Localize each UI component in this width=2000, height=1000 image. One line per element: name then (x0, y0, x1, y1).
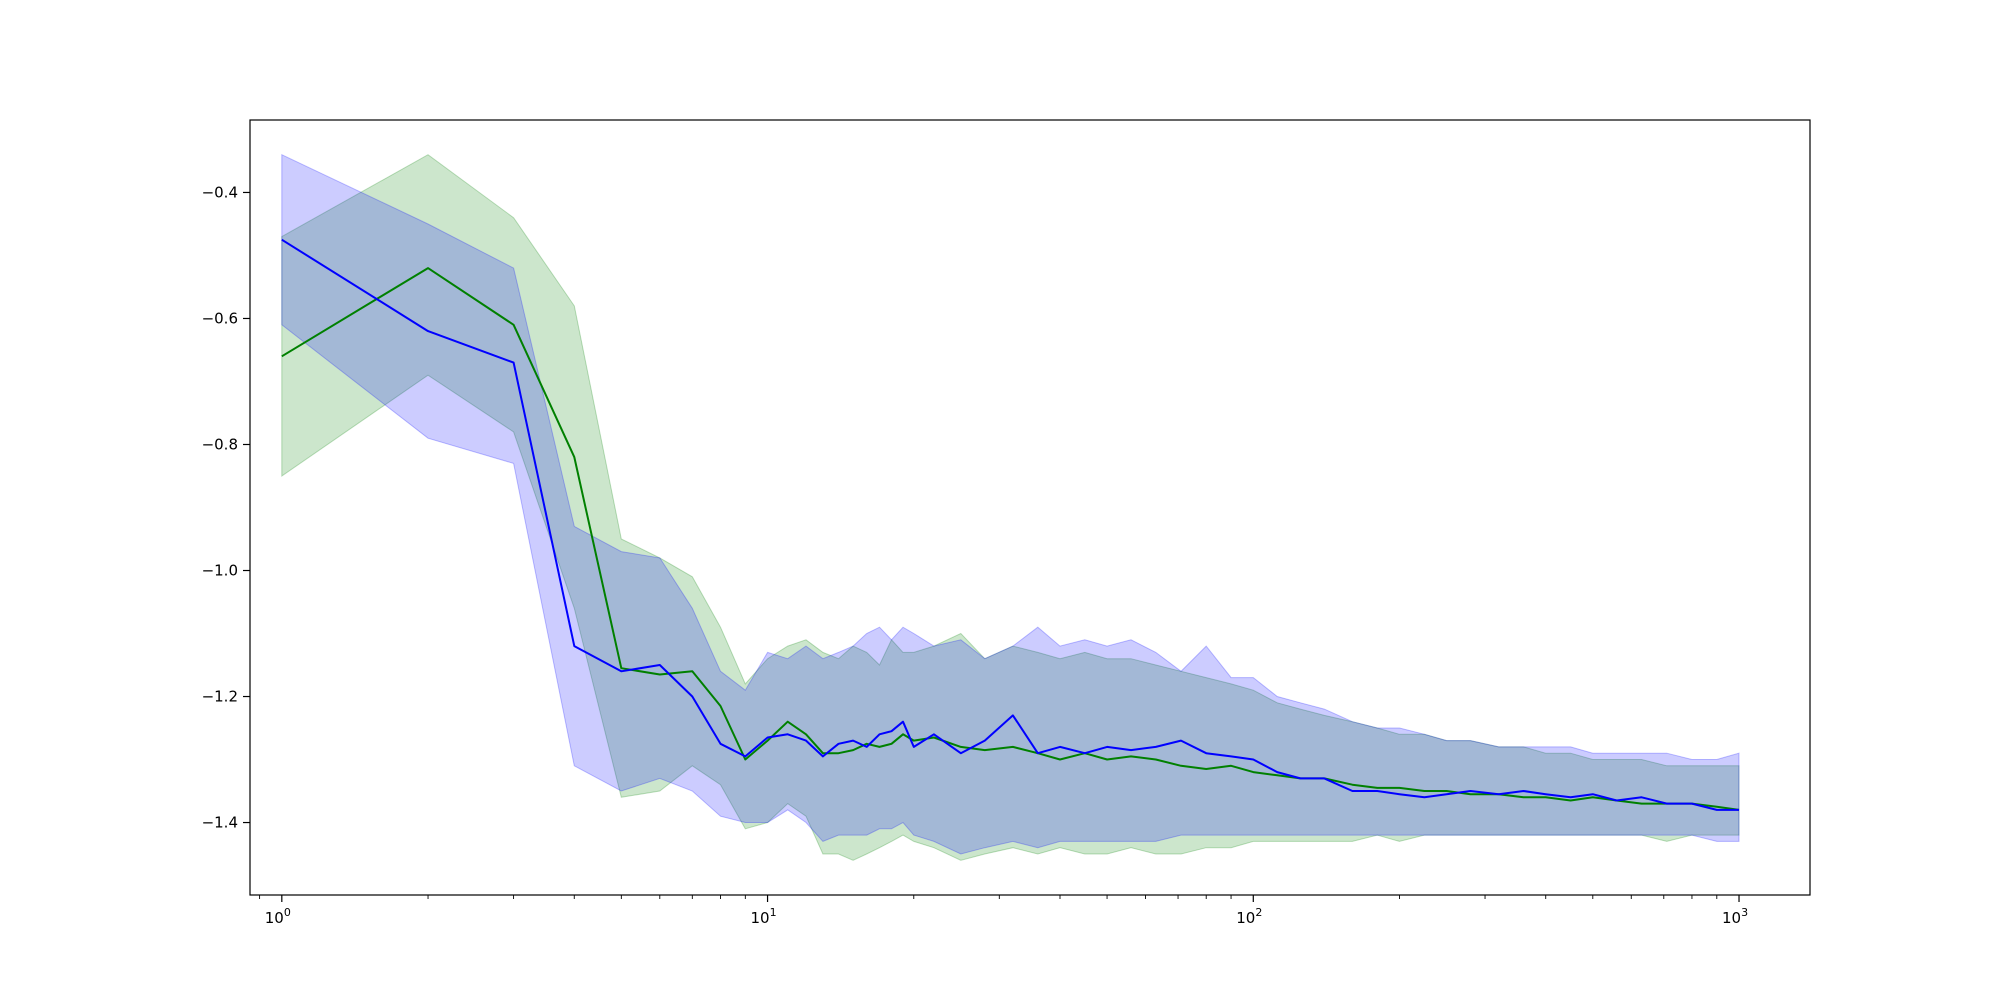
series-1-line (281, 267, 1740, 811)
series-lines (281, 238, 1740, 811)
plot-area-frame (249, 119, 1811, 896)
series-2-line (281, 238, 1739, 811)
y-tick-label: −1.2 (202, 688, 238, 706)
y-tick-label: −1.4 (202, 814, 238, 832)
x-tick-label: 100 (265, 906, 291, 927)
x-tick-label: 101 (751, 906, 777, 927)
x-tick-label: 103 (1722, 906, 1748, 927)
x-axis: 100 101 102 103 (259, 895, 1748, 927)
series-2-band (281, 153, 1740, 855)
confidence-bands (281, 153, 1740, 861)
series-1-band (281, 154, 1740, 861)
x-tick-label: 102 (1236, 906, 1262, 927)
y-tick-label: −0.6 (202, 309, 238, 327)
y-axis: −1.4 −1.2 −1.0 −0.8 −0.6 −0.4 (202, 183, 250, 832)
y-tick-label: −0.4 (202, 183, 238, 201)
y-tick-label: −0.8 (202, 435, 238, 453)
y-tick-label: −1.0 (202, 562, 238, 580)
